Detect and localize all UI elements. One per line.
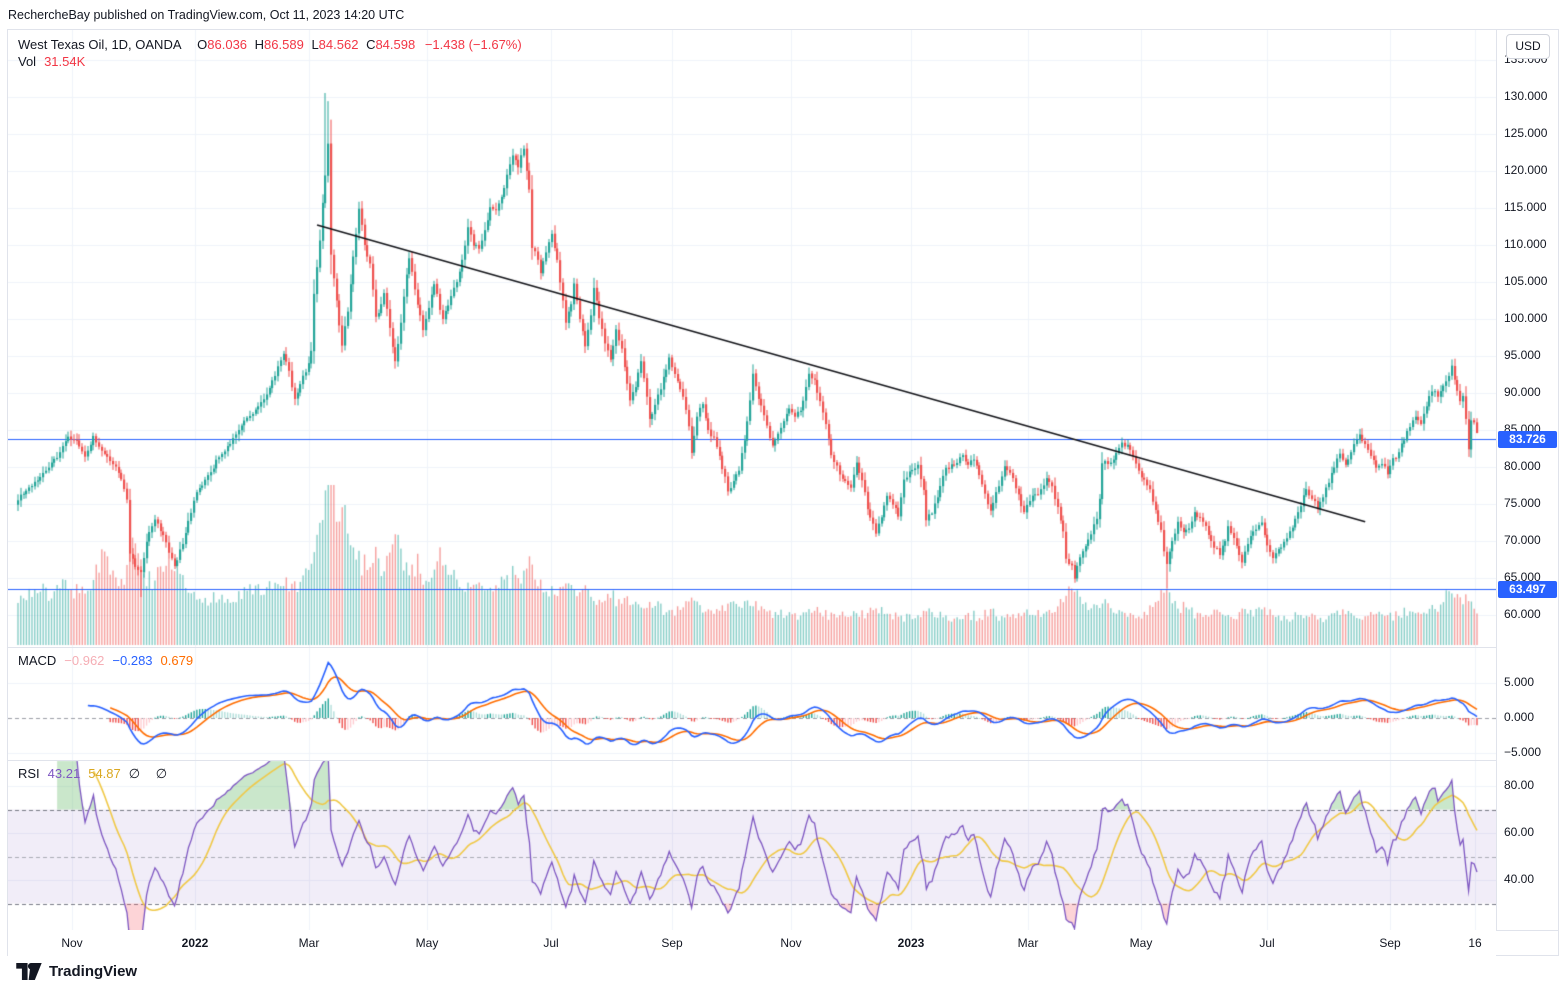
price-scale[interactable]: USD 135.000 130.000 125.000 120.000 115.000 1…: [1496, 30, 1558, 930]
time-tick: 2023: [897, 936, 925, 950]
open-label: O: [197, 37, 208, 52]
rsi-tick: 80.00: [1504, 778, 1535, 792]
high-label: H: [254, 37, 265, 52]
symbol-legend: West Texas Oil, 1D, OANDA O86.036 H86.58…: [18, 36, 522, 70]
rsi-value: 43.21: [47, 766, 81, 781]
price-tick: 110.000: [1504, 237, 1547, 251]
volume-label: Vol: [18, 54, 37, 69]
time-tick: Nov: [61, 936, 83, 950]
time-tick: Sep: [1379, 936, 1401, 950]
low-value: 84.562: [318, 37, 359, 52]
close-value: 84.598: [375, 37, 416, 52]
price-line-label: 63.497: [1498, 580, 1557, 598]
price-tick: 120.000: [1504, 163, 1548, 177]
macd-tick: −5.000: [1504, 745, 1542, 759]
time-tick: Mar: [298, 936, 320, 950]
price-tick: 75.000: [1504, 496, 1541, 510]
publish-note: RechercheBay published on TradingView.co…: [8, 8, 405, 22]
price-tick: 65.000: [1504, 570, 1541, 584]
price-tick: 125.000: [1504, 126, 1548, 140]
rsi-legend: RSI 43.21 54.87 ∅ ∅: [18, 766, 173, 782]
close-label: C: [366, 37, 376, 52]
price-tick: 115.000: [1504, 200, 1547, 214]
price-line-label: 83.726: [1498, 430, 1557, 448]
macd-label[interactable]: MACD: [18, 653, 57, 668]
time-tick: May: [415, 936, 439, 950]
pane-separator-rsi[interactable]: [8, 760, 1558, 761]
footer-brand-link[interactable]: TradingView: [16, 963, 137, 980]
chart-canvas[interactable]: [8, 30, 1496, 930]
rsi-label[interactable]: RSI: [18, 766, 40, 781]
rsi-extra-values: ∅ ∅: [128, 766, 174, 781]
tradingview-logo-icon: [16, 963, 42, 980]
chart-widget: West Texas Oil, 1D, OANDA O86.036 H86.58…: [7, 29, 1559, 956]
pane-separator-macd[interactable]: [8, 647, 1558, 648]
rsi-tick: 60.00: [1504, 825, 1535, 839]
price-tick: 100.000: [1504, 311, 1548, 325]
time-tick: Sep: [661, 936, 683, 950]
time-tick: 2022: [181, 936, 209, 950]
macd-legend: MACD −0.962 −0.283 0.679: [18, 653, 193, 668]
high-value: 86.589: [264, 37, 304, 52]
volume-value: 31.54K: [44, 54, 86, 69]
price-tick: 60.000: [1504, 607, 1541, 621]
footer-brand-text: TradingView: [49, 963, 138, 980]
price-tick: 105.000: [1504, 274, 1548, 288]
low-label: L: [311, 37, 319, 52]
time-tick: May: [1129, 936, 1153, 950]
time-scale[interactable]: Nov 2022 Mar May Jul Sep Nov 2023 Mar May Jul Sep 16: [8, 930, 1496, 956]
change-value: −1.438 (−1.67%): [424, 37, 522, 52]
time-tick: 16: [1468, 936, 1482, 950]
price-tick: 95.000: [1504, 348, 1541, 362]
price-tick: 90.000: [1504, 385, 1541, 399]
rsi-tick: 40.00: [1504, 872, 1535, 886]
macd-tick: 5.000: [1504, 675, 1535, 689]
time-tick: Jul: [1259, 936, 1275, 950]
macd-tick: 0.000: [1504, 710, 1535, 724]
price-tick: 80.000: [1504, 459, 1541, 473]
price-tick: 70.000: [1504, 533, 1541, 547]
time-tick: Jul: [543, 936, 559, 950]
open-value: 86.036: [207, 37, 248, 52]
rsi-ma-value: 54.87: [88, 766, 121, 781]
macd-line-value: −0.283: [112, 653, 153, 668]
macd-signal-value: 0.679: [160, 653, 194, 668]
macd-hist-value: −0.962: [64, 653, 105, 668]
time-tick: Nov: [780, 936, 802, 950]
time-tick: Mar: [1017, 936, 1039, 950]
currency-button[interactable]: USD: [1506, 34, 1550, 59]
symbol-title[interactable]: West Texas Oil, 1D, OANDA: [18, 37, 182, 52]
price-tick: 130.000: [1504, 89, 1548, 103]
